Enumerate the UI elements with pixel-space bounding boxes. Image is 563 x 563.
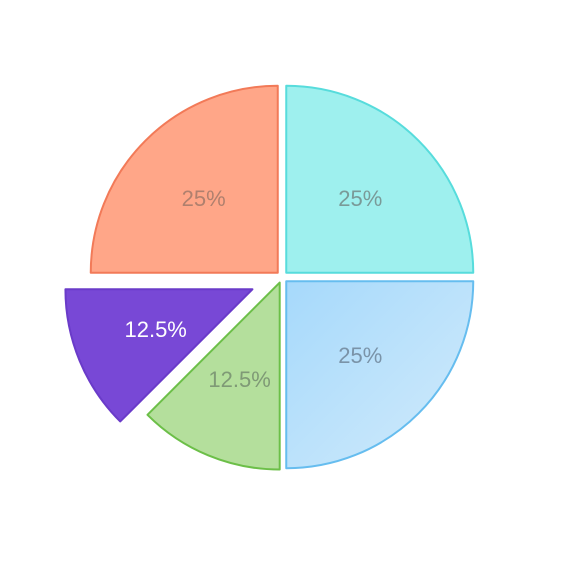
pie-slice-label-1: 25% bbox=[338, 186, 382, 211]
pie-slice-label-3: 12.5% bbox=[208, 367, 270, 392]
pie-slice-label-2: 25% bbox=[338, 343, 382, 368]
pie-slice-label-4: 12.5% bbox=[124, 317, 186, 342]
pie-slice-label-5: 25% bbox=[182, 186, 226, 211]
pie-slice-1 bbox=[285, 84, 475, 274]
pie-slice-3 bbox=[146, 281, 281, 471]
pie-slice-5 bbox=[89, 84, 279, 274]
pie-slice-2 bbox=[285, 280, 475, 470]
pie-labels: 25% 25% 12.5% 12.5% 25% bbox=[124, 186, 382, 392]
pie-slice-4 bbox=[64, 288, 254, 423]
pie-slices bbox=[64, 84, 475, 471]
